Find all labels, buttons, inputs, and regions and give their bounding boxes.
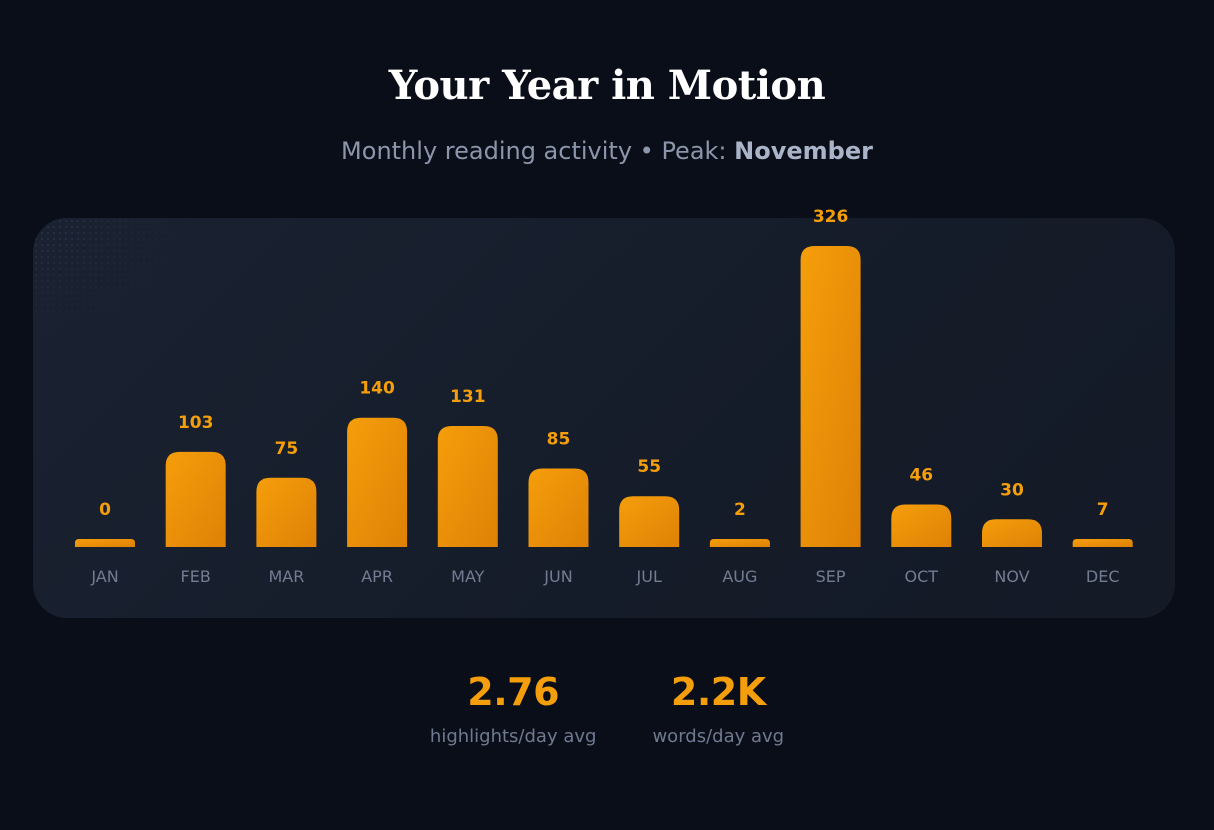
bar-jan <box>75 539 135 547</box>
value-label: 75 <box>275 439 299 459</box>
category-label: JAN <box>90 567 118 586</box>
category-label: SEP <box>816 567 846 586</box>
stat-label: highlights/day avg <box>429 726 597 747</box>
stat-words: 2.2K words/day avg <box>652 670 784 747</box>
value-label: 103 <box>178 413 214 433</box>
category-label: MAY <box>451 567 485 586</box>
bar-nov <box>982 519 1042 547</box>
bar-jun <box>528 468 589 547</box>
bar-apr <box>347 417 408 547</box>
category-label: JUL <box>636 567 662 586</box>
category-label: DEC <box>1086 567 1120 586</box>
stats-row: 2.76 highlights/day avg 2.2K words/day a… <box>0 670 1214 747</box>
bar-jul <box>619 496 680 547</box>
value-label: 131 <box>450 387 486 407</box>
stat-highlights: 2.76 highlights/day avg <box>430 670 597 747</box>
category-label: APR <box>361 567 393 586</box>
bar-oct <box>891 504 952 547</box>
bar-feb <box>165 451 226 547</box>
bar-aug <box>709 539 770 547</box>
bars-group: 0 JAN 103 FEB 75 MAR 140 APR 131 MAY 85 JUN 55 JUL 2 AU… <box>75 207 1133 586</box>
bar-mar <box>256 477 317 547</box>
chart-panel <box>33 218 1175 618</box>
category-label: MAR <box>268 567 304 586</box>
value-label: 46 <box>909 466 933 486</box>
category-label: OCT <box>905 567 939 586</box>
bar-dec <box>1072 539 1133 547</box>
value-label: 326 <box>813 207 849 227</box>
value-label: 140 <box>359 379 395 399</box>
stat-label: words/day avg <box>652 726 785 747</box>
bar-sep <box>800 246 861 547</box>
stat-value: 2.76 <box>467 670 560 714</box>
peak-month: November <box>734 137 873 165</box>
page-subtitle: Monthly reading activity • Peak: Novembe… <box>0 137 1214 165</box>
bar-may <box>437 426 498 547</box>
page-title: Your Year in Motion <box>388 62 826 109</box>
category-label: NOV <box>994 567 1029 586</box>
category-label: FEB <box>181 567 211 586</box>
dot-pattern-decoration <box>33 218 193 338</box>
subtitle-text: Monthly reading activity • Peak: <box>341 137 735 165</box>
value-label: 85 <box>547 430 571 450</box>
category-label: AUG <box>722 567 757 586</box>
value-label: 30 <box>1000 480 1024 500</box>
value-label: 55 <box>637 457 661 477</box>
value-label: 2 <box>734 500 746 520</box>
value-label: 7 <box>1097 500 1109 520</box>
stat-value: 2.2K <box>670 670 766 714</box>
value-label: 0 <box>99 500 111 520</box>
category-label: JUN <box>543 567 572 586</box>
